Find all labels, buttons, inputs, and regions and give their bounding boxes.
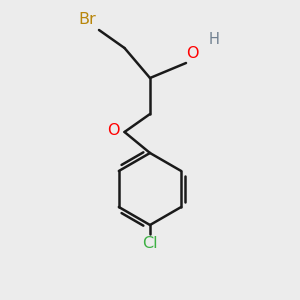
Text: Cl: Cl — [142, 236, 158, 250]
Text: O: O — [107, 123, 120, 138]
Text: O: O — [186, 46, 199, 62]
Text: H: H — [208, 32, 219, 46]
Text: Br: Br — [78, 12, 96, 27]
